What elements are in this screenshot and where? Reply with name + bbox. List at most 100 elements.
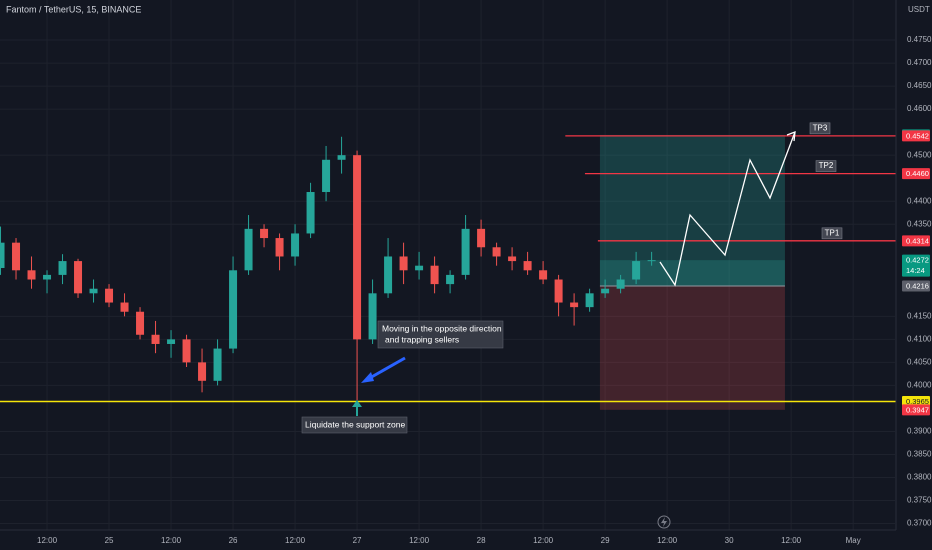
target-tag xyxy=(815,160,837,172)
candle-body xyxy=(399,256,408,271)
candle-body xyxy=(477,228,486,248)
candle-body xyxy=(430,265,439,285)
x-tick-label: 12:00 xyxy=(657,536,678,545)
x-tick-label: 12:00 xyxy=(409,536,430,545)
price-badge xyxy=(902,396,930,408)
candle-body xyxy=(43,274,52,280)
x-tick-label: 12:00 xyxy=(161,536,182,545)
candle-body xyxy=(306,192,315,234)
y-tick-label: 0.3700 xyxy=(907,519,932,528)
candle-body xyxy=(601,288,610,294)
candle-body xyxy=(275,238,284,257)
candle-body xyxy=(260,228,269,239)
price-badge xyxy=(902,130,930,142)
candle-body xyxy=(539,270,548,280)
candle-body xyxy=(415,265,424,271)
y-tick-label: 0.3850 xyxy=(907,450,932,459)
y-tick-label: 0.4350 xyxy=(907,219,932,228)
candle-body xyxy=(616,279,625,289)
profit-zone xyxy=(599,134,785,286)
candle-body xyxy=(120,302,129,312)
y-tick-label: 0.4050 xyxy=(907,357,932,366)
note-arrow xyxy=(367,356,406,381)
y-tick-label: 0.4600 xyxy=(907,104,932,113)
candle-body xyxy=(136,311,145,335)
axes: 0.4750 0.4700 0.4650 0.4600 0.4500 0.4400 0.43… xyxy=(37,35,932,545)
zones xyxy=(599,134,785,410)
target-tag xyxy=(809,122,831,135)
price-badge-countdown: 14:24 xyxy=(906,266,925,275)
candle-body xyxy=(58,261,67,275)
price-badge xyxy=(902,254,930,277)
price-badge-label: 0.4272 xyxy=(906,256,929,265)
price-badge xyxy=(902,235,930,247)
y-tick-label: 0.3750 xyxy=(907,496,932,505)
overlay: TP1 TP2 TP3 Moving in the opposite directio… xyxy=(0,122,896,434)
x-tick-label: 28 xyxy=(477,536,486,545)
candle-body xyxy=(523,261,532,271)
chart-title: Fantom / TetherUS, 15, BINANCE xyxy=(6,4,141,14)
candle-body xyxy=(461,228,470,275)
price-badge-label: 0.3947 xyxy=(906,405,929,414)
candles xyxy=(0,136,656,401)
price-badge-label: 0.4542 xyxy=(906,131,929,140)
y-tick-label: 0.4400 xyxy=(907,196,932,205)
candle-body xyxy=(632,261,641,280)
price-badge xyxy=(902,404,930,416)
loss-zone xyxy=(599,285,785,410)
candle-body xyxy=(368,293,377,340)
candle-body xyxy=(74,261,83,294)
target-tag-label: TP1 xyxy=(825,228,840,237)
y-tick-label: 0.4150 xyxy=(907,311,932,320)
price-badge xyxy=(902,280,930,292)
note-text: Moving in the opposite direction xyxy=(382,323,502,333)
replay-icon[interactable] xyxy=(657,515,671,529)
x-tick-label: 29 xyxy=(601,536,610,545)
open-pnl-zone xyxy=(599,260,785,286)
target-tag xyxy=(821,227,843,240)
support-arrowhead xyxy=(352,400,362,407)
candle-body xyxy=(337,155,346,160)
candle-body xyxy=(554,279,563,303)
candle-body xyxy=(322,159,331,193)
candle-body xyxy=(508,256,517,262)
y-tick-label: 0.4500 xyxy=(907,150,932,159)
candle-body xyxy=(446,274,455,285)
candle-body xyxy=(244,228,253,271)
candle-body xyxy=(229,270,238,349)
note-text: and trapping sellers xyxy=(385,334,459,344)
x-tick-label: 25 xyxy=(105,536,114,545)
candle-body xyxy=(585,293,594,308)
price-badge-label: 0.4460 xyxy=(906,169,929,178)
candle-body xyxy=(105,288,114,303)
price-badge-label: 0.3965 xyxy=(906,397,929,406)
candle-body xyxy=(167,339,176,344)
price-badge-label: 0.4216 xyxy=(906,281,929,290)
projection-path xyxy=(659,131,796,287)
y-tick-label: 0.3800 xyxy=(907,473,932,482)
candle-body xyxy=(0,242,5,268)
x-tick-label: May xyxy=(846,536,861,545)
candle-body xyxy=(353,155,362,340)
x-tick-label: 12:00 xyxy=(533,536,554,545)
target-tag-label: TP2 xyxy=(819,161,834,170)
note-box xyxy=(301,416,408,434)
x-tick-label: 12:00 xyxy=(781,536,802,545)
x-tick-label: 30 xyxy=(725,536,734,545)
note-text: Liquidate the support zone xyxy=(305,419,405,429)
y-tick-label: 0.4700 xyxy=(907,58,932,67)
candle-body xyxy=(213,348,222,381)
candle-body xyxy=(12,242,21,271)
note-box xyxy=(377,320,504,349)
x-tick-label: 12:00 xyxy=(37,536,58,545)
candle-body xyxy=(151,334,160,344)
candle-body xyxy=(492,247,501,257)
x-tick-label: 12:00 xyxy=(285,536,306,545)
x-tick-label: 27 xyxy=(353,536,362,545)
replay-icon-bolt xyxy=(661,517,667,527)
candle-body xyxy=(198,362,207,381)
price-badge xyxy=(902,168,930,180)
candle-body xyxy=(27,270,36,280)
candle-body xyxy=(384,256,393,294)
